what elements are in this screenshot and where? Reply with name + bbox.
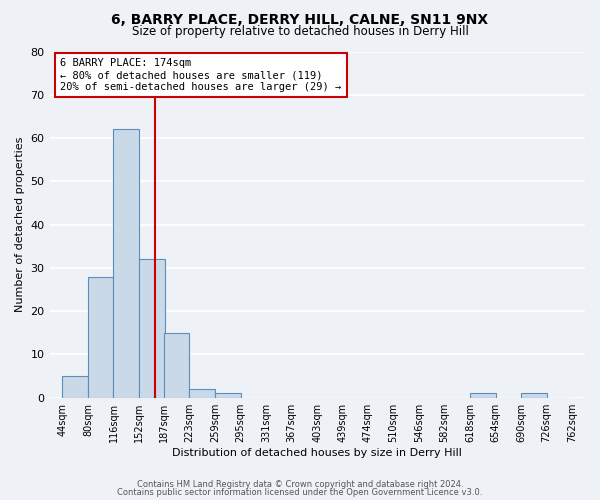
Bar — [62, 376, 88, 398]
Bar — [139, 259, 164, 398]
Y-axis label: Number of detached properties: Number of detached properties — [15, 137, 25, 312]
Bar — [215, 394, 241, 398]
Bar — [521, 394, 547, 398]
Bar — [190, 389, 215, 398]
Bar — [113, 130, 139, 398]
Text: Size of property relative to detached houses in Derry Hill: Size of property relative to detached ho… — [131, 25, 469, 38]
Text: 6, BARRY PLACE, DERRY HILL, CALNE, SN11 9NX: 6, BARRY PLACE, DERRY HILL, CALNE, SN11 … — [112, 12, 488, 26]
Bar — [88, 276, 113, 398]
Bar — [164, 333, 190, 398]
X-axis label: Distribution of detached houses by size in Derry Hill: Distribution of detached houses by size … — [172, 448, 462, 458]
Text: Contains HM Land Registry data © Crown copyright and database right 2024.: Contains HM Land Registry data © Crown c… — [137, 480, 463, 489]
Text: Contains public sector information licensed under the Open Government Licence v3: Contains public sector information licen… — [118, 488, 482, 497]
Bar — [470, 394, 496, 398]
Text: 6 BARRY PLACE: 174sqm
← 80% of detached houses are smaller (119)
20% of semi-det: 6 BARRY PLACE: 174sqm ← 80% of detached … — [60, 58, 341, 92]
